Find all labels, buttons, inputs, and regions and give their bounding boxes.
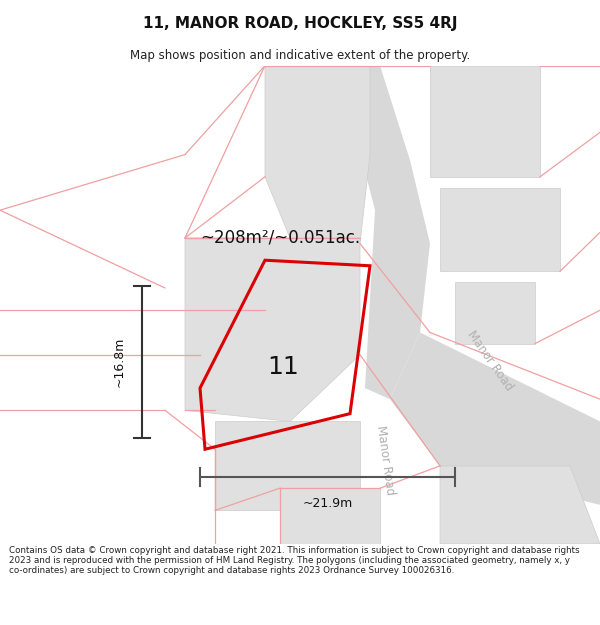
Text: ~16.8m: ~16.8m bbox=[113, 337, 126, 387]
Polygon shape bbox=[185, 238, 360, 421]
Text: Contains OS data © Crown copyright and database right 2021. This information is : Contains OS data © Crown copyright and d… bbox=[9, 546, 580, 576]
Text: Manor Road: Manor Road bbox=[464, 328, 515, 392]
Text: Map shows position and indicative extent of the property.: Map shows position and indicative extent… bbox=[130, 49, 470, 62]
Polygon shape bbox=[320, 66, 430, 399]
Polygon shape bbox=[455, 282, 535, 344]
Polygon shape bbox=[280, 488, 380, 544]
Text: 11: 11 bbox=[267, 354, 299, 379]
Polygon shape bbox=[215, 421, 360, 511]
Polygon shape bbox=[440, 466, 600, 544]
Text: ~208m²/~0.051ac.: ~208m²/~0.051ac. bbox=[200, 229, 360, 247]
Text: Manor Road: Manor Road bbox=[374, 424, 397, 496]
Polygon shape bbox=[430, 66, 540, 177]
Text: 11, MANOR ROAD, HOCKLEY, SS5 4RJ: 11, MANOR ROAD, HOCKLEY, SS5 4RJ bbox=[143, 16, 457, 31]
Polygon shape bbox=[440, 188, 560, 271]
Polygon shape bbox=[265, 66, 370, 244]
Polygon shape bbox=[390, 332, 600, 505]
Text: ~21.9m: ~21.9m bbox=[302, 497, 353, 510]
